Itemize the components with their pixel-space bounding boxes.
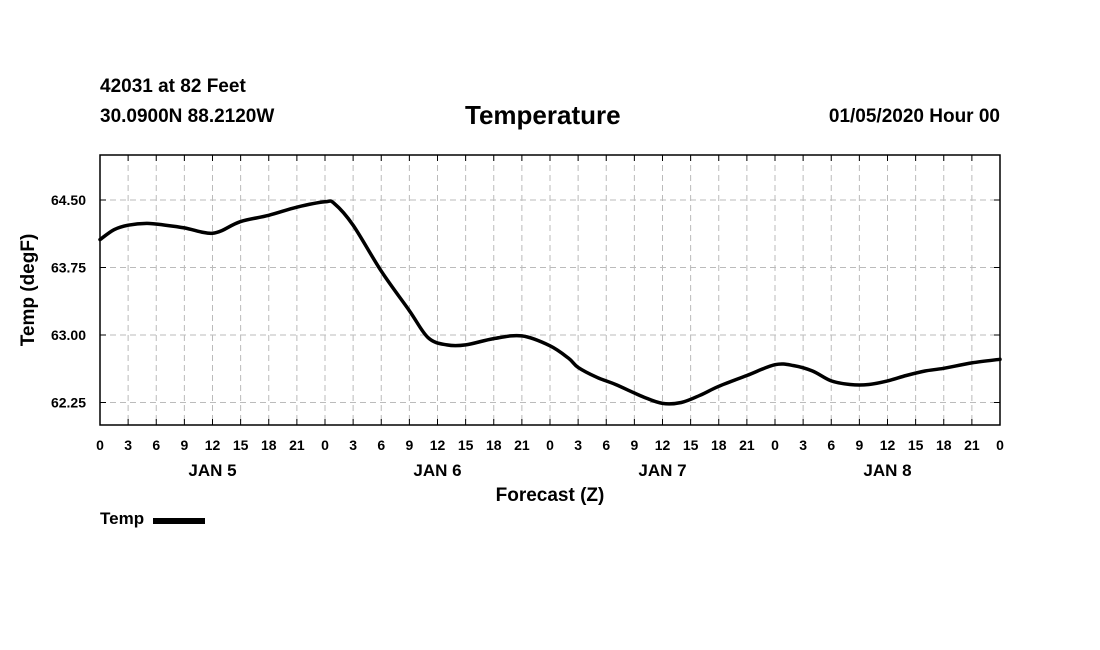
forecast-timestamp: 01/05/2020 Hour 00 — [828, 106, 1000, 127]
day-label: JAN 8 — [863, 461, 911, 480]
x-tick-label: 21 — [964, 437, 980, 453]
x-tick-label: 0 — [996, 437, 1004, 453]
x-tick-label: 9 — [180, 437, 188, 453]
x-tick-label: 21 — [739, 437, 755, 453]
chart-title: Temperature — [465, 100, 621, 130]
x-tick-label: 18 — [711, 437, 727, 453]
x-tick-label: 3 — [799, 437, 807, 453]
x-tick-label: 3 — [349, 437, 357, 453]
x-tick-label: 18 — [261, 437, 277, 453]
legend-label: Temp — [100, 509, 145, 528]
x-tick-label: 3 — [124, 437, 132, 453]
coordinates-label: 30.0900N 88.2120W — [100, 106, 275, 127]
x-tick-label: 6 — [152, 437, 160, 453]
grid-lines — [100, 155, 1000, 425]
x-tick-label: 9 — [630, 437, 638, 453]
x-tick-label: 15 — [908, 437, 924, 453]
y-tick-label: 62.25 — [51, 395, 86, 411]
y-tick-label: 64.50 — [51, 192, 86, 208]
day-labels: JAN 5 JAN 6 JAN 7 JAN 8 — [188, 461, 911, 480]
plot-frame — [99, 154, 1001, 426]
x-tick-label: 12 — [655, 437, 671, 453]
x-tick-label: 6 — [827, 437, 835, 453]
series-line-temp — [98, 199, 1002, 406]
station-label: 42031 at 82 Feet — [100, 76, 246, 97]
x-tick-label: 12 — [880, 437, 896, 453]
x-tick-label: 0 — [96, 437, 104, 453]
x-tick-label: 6 — [377, 437, 385, 453]
day-label: JAN 6 — [413, 461, 461, 480]
day-label: JAN 7 — [638, 461, 686, 480]
legend-swatch-temp — [153, 517, 206, 524]
day-label: JAN 5 — [188, 461, 236, 480]
legend: Temp — [100, 509, 206, 529]
x-tick-label: 21 — [514, 437, 530, 453]
x-axis-label: Forecast (Z) — [496, 485, 605, 506]
x-tick-label: 15 — [683, 437, 699, 453]
x-tick-label: 12 — [205, 437, 221, 453]
y-tick-label: 63.75 — [51, 260, 86, 276]
x-tick-label: 15 — [458, 437, 474, 453]
x-tick-label: 0 — [546, 437, 554, 453]
x-tick-label: 0 — [771, 437, 779, 453]
y-tick-labels: 62.25 63.00 63.75 64.50 — [51, 192, 86, 411]
x-tick-label: 18 — [486, 437, 502, 453]
x-tick-label: 6 — [602, 437, 610, 453]
x-tick-labels: 0 3 6 9 12 15 18 21 0 3 6 9 12 15 18 21 0 3 6 9 12 15 18 21 0 3 6 9… — [96, 437, 1004, 453]
y-tick-label: 63.00 — [51, 327, 86, 343]
x-tick-label: 3 — [574, 437, 582, 453]
x-tick-label: 0 — [321, 437, 329, 453]
x-tick-label: 21 — [289, 437, 305, 453]
y-axis-label: Temp (degF) — [18, 234, 39, 347]
x-tick-label: 15 — [233, 437, 249, 453]
x-tick-label: 18 — [936, 437, 952, 453]
x-tick-label: 9 — [855, 437, 863, 453]
x-tick-label: 9 — [405, 437, 413, 453]
x-tick-label: 12 — [430, 437, 446, 453]
